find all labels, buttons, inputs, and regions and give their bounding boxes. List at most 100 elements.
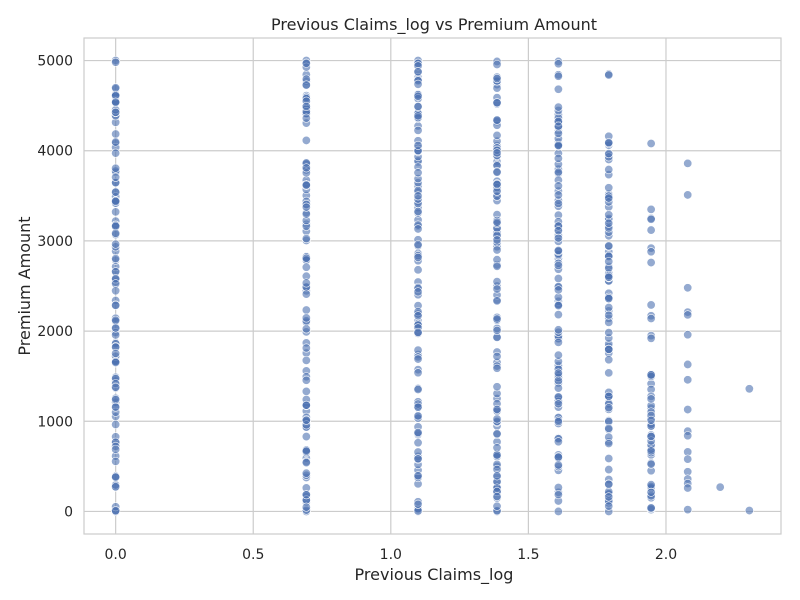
chart-title: Previous Claims_log vs Premium Amount <box>271 15 597 35</box>
data-point <box>604 193 614 203</box>
data-point <box>301 386 311 396</box>
data-point <box>553 274 563 284</box>
data-point <box>553 490 563 500</box>
data-point <box>646 415 656 425</box>
data-point <box>301 415 311 425</box>
data-point <box>413 287 423 297</box>
data-point <box>111 107 121 117</box>
data-point <box>301 135 311 145</box>
data-point <box>301 313 311 323</box>
data-point <box>553 325 563 335</box>
data-point <box>413 125 423 135</box>
data-point <box>553 417 563 427</box>
data-point <box>604 303 614 313</box>
data-point <box>604 403 614 413</box>
data-point <box>111 239 121 249</box>
data-point <box>646 394 656 404</box>
data-point <box>492 363 502 373</box>
data-point <box>111 137 121 147</box>
data-point <box>492 351 502 361</box>
data-point <box>301 343 311 353</box>
data-point <box>413 427 423 437</box>
data-point <box>301 262 311 272</box>
data-point <box>111 472 121 482</box>
data-point <box>111 482 121 492</box>
data-point <box>553 121 563 131</box>
data-point <box>111 148 121 158</box>
data-point <box>111 348 121 358</box>
data-point <box>553 59 563 69</box>
data-point <box>553 71 563 81</box>
data-point <box>492 167 502 177</box>
data-point <box>301 355 311 365</box>
data-point <box>301 180 311 190</box>
data-point <box>492 245 502 255</box>
x-tick-label: 0.5 <box>242 547 264 563</box>
data-point <box>553 310 563 320</box>
data-point <box>301 375 311 385</box>
data-point <box>413 67 423 77</box>
data-point <box>301 400 311 410</box>
data-point <box>111 187 121 197</box>
data-point <box>604 465 614 475</box>
data-point <box>646 214 656 224</box>
y-tick-label: 2000 <box>37 324 73 340</box>
data-point <box>413 368 423 378</box>
data-point <box>492 450 502 460</box>
data-point <box>111 97 121 107</box>
data-point <box>111 506 121 516</box>
data-point <box>111 163 121 173</box>
data-point <box>492 314 502 324</box>
data-point <box>492 115 502 125</box>
y-axis-ticks: 0 1000 2000 3000 4000 5000 <box>37 54 73 521</box>
data-point <box>492 130 502 140</box>
data-point <box>683 310 693 320</box>
data-point <box>111 419 121 429</box>
data-point <box>683 190 693 200</box>
data-point <box>604 438 614 448</box>
y-tick-label: 0 <box>64 504 73 520</box>
data-point <box>492 284 502 294</box>
data-point <box>646 204 656 214</box>
data-point <box>111 207 121 217</box>
data-point <box>553 376 563 386</box>
x-tick-label: 1.5 <box>517 547 539 563</box>
data-point <box>646 225 656 235</box>
data-point <box>715 482 725 492</box>
data-point <box>683 359 693 369</box>
data-point <box>646 487 656 497</box>
data-point <box>492 74 502 84</box>
x-axis-ticks: 0.0 0.5 1.0 1.5 2.0 <box>105 547 678 563</box>
data-point <box>604 294 614 304</box>
data-point <box>492 217 502 227</box>
data-point <box>413 191 423 201</box>
data-point <box>646 370 656 380</box>
data-point <box>553 181 563 191</box>
data-point <box>646 480 656 490</box>
data-point <box>111 172 121 182</box>
data-point <box>604 165 614 175</box>
data-point <box>413 402 423 412</box>
data-point <box>492 325 502 335</box>
data-point <box>111 57 121 67</box>
data-point <box>604 70 614 80</box>
data-point <box>492 404 502 414</box>
data-point <box>683 505 693 515</box>
data-point <box>553 198 563 208</box>
data-point <box>492 148 502 158</box>
data-point <box>111 402 121 412</box>
data-point <box>553 460 563 470</box>
data-point <box>646 459 656 469</box>
data-point <box>111 357 121 367</box>
data-point <box>111 300 121 310</box>
data-point <box>413 454 423 464</box>
data-point <box>413 499 423 509</box>
data-point <box>553 337 563 347</box>
data-point <box>683 158 693 168</box>
data-point <box>604 241 614 251</box>
y-tick-label: 5000 <box>37 54 73 70</box>
x-tick-label: 2.0 <box>655 547 677 563</box>
data-point <box>553 285 563 295</box>
data-point <box>111 394 121 404</box>
